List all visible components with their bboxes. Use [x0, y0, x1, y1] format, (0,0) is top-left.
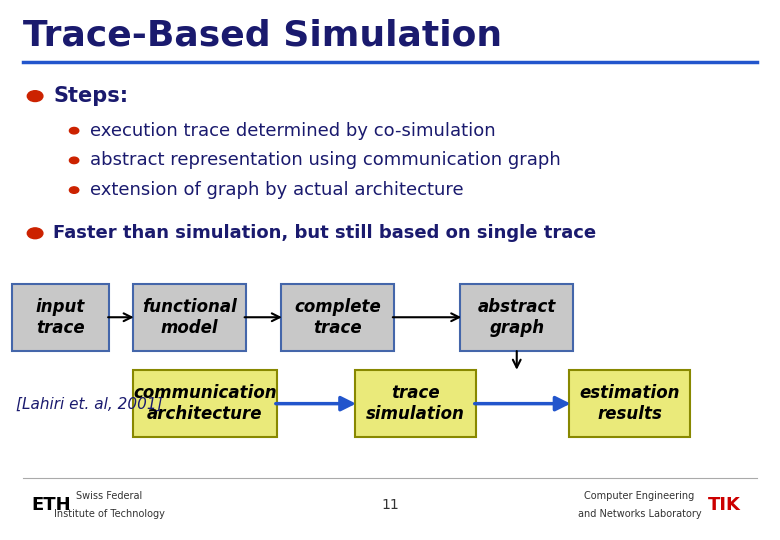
Circle shape	[69, 157, 79, 164]
Text: TIK: TIK	[708, 496, 741, 514]
Circle shape	[69, 127, 79, 134]
Text: Computer Engineering: Computer Engineering	[584, 491, 695, 501]
FancyBboxPatch shape	[12, 284, 109, 351]
Text: trace
simulation: trace simulation	[366, 384, 465, 423]
Text: Steps:: Steps:	[53, 86, 128, 106]
Circle shape	[27, 228, 43, 239]
FancyBboxPatch shape	[133, 284, 246, 351]
Text: communication
architecture: communication architecture	[133, 384, 277, 423]
FancyBboxPatch shape	[569, 370, 690, 437]
Text: Swiss Federal: Swiss Federal	[76, 491, 142, 501]
Text: execution trace determined by co-simulation: execution trace determined by co-simulat…	[90, 122, 495, 140]
Circle shape	[69, 187, 79, 193]
Text: ETH: ETH	[31, 496, 71, 514]
Text: Trace-Based Simulation: Trace-Based Simulation	[23, 19, 502, 53]
Text: input
trace: input trace	[36, 298, 85, 336]
Text: abstract representation using communication graph: abstract representation using communicat…	[90, 151, 561, 170]
Text: Institute of Technology: Institute of Technology	[54, 509, 165, 519]
FancyBboxPatch shape	[281, 284, 394, 351]
FancyBboxPatch shape	[355, 370, 476, 437]
Text: extension of graph by actual architecture: extension of graph by actual architectur…	[90, 181, 463, 199]
FancyBboxPatch shape	[460, 284, 573, 351]
Text: estimation
results: estimation results	[580, 384, 680, 423]
Text: Faster than simulation, but still based on single trace: Faster than simulation, but still based …	[53, 224, 596, 242]
Text: and Networks Laboratory: and Networks Laboratory	[578, 509, 701, 519]
Text: abstract
graph: abstract graph	[477, 298, 556, 336]
Circle shape	[27, 91, 43, 102]
Text: functional
model: functional model	[142, 298, 236, 336]
Text: 11: 11	[381, 498, 399, 512]
Text: [Lahiri et. al, 2001]: [Lahiri et. al, 2001]	[16, 396, 162, 411]
FancyBboxPatch shape	[133, 370, 277, 437]
Text: complete
trace: complete trace	[294, 298, 381, 336]
